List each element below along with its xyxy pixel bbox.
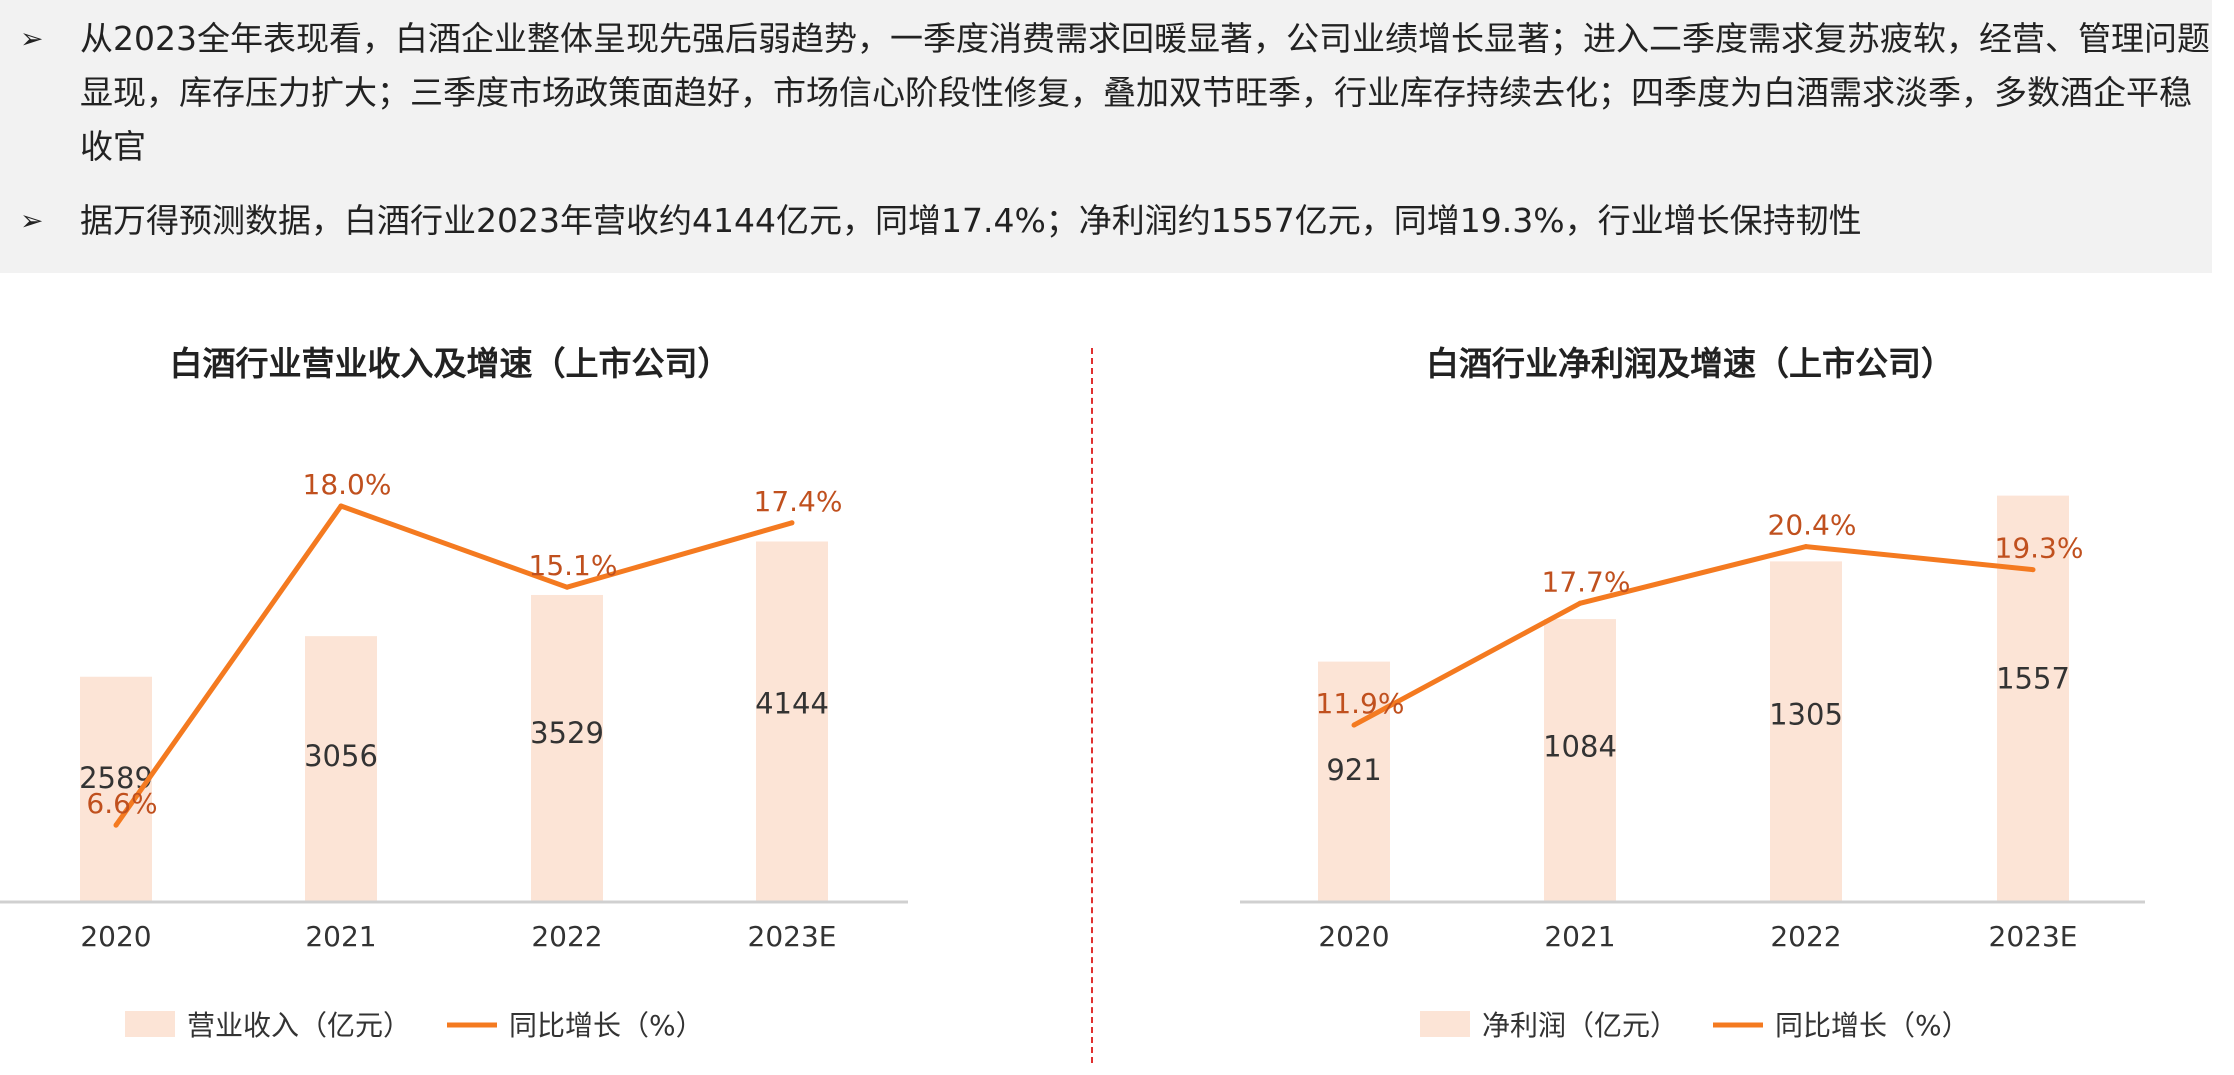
legend-bar-label: 净利润（亿元） xyxy=(1482,1009,1678,1042)
bar xyxy=(756,541,828,902)
legend-bar-swatch xyxy=(125,1011,175,1037)
x-tick-label: 2023E xyxy=(748,920,837,953)
bullet-text: 从2023全年表现看，白酒企业整体呈现先强后弱趋势，一季度消费需求回暖显著，公司… xyxy=(80,19,2210,166)
line-value-label: 6.6% xyxy=(86,787,157,820)
legend-bar-swatch xyxy=(1420,1011,1470,1037)
net-profit-chart: 白酒行业净利润及增速（上市公司） 2020 2021 2022 2023E 921 1084… xyxy=(1240,344,2145,1042)
x-tick-label: 2020 xyxy=(1318,920,1389,953)
bar-value-label: 1305 xyxy=(1769,698,1843,732)
bar xyxy=(1997,495,2069,902)
line-point xyxy=(564,584,570,590)
line-point xyxy=(113,822,119,828)
x-tick-label: 2023E xyxy=(1989,920,2078,953)
bullet-text: 据万得预测数据，白酒行业2023年营收约4144亿元，同增17.4%；净利润约1… xyxy=(80,201,1862,240)
bar-value-label: 921 xyxy=(1326,753,1381,787)
x-tick-label: 2021 xyxy=(1544,920,1615,953)
legend-bar-label: 营业收入（亿元） xyxy=(187,1009,411,1042)
chart-title: 白酒行业营业收入及增速（上市公司） xyxy=(170,344,731,383)
x-tick-label: 2021 xyxy=(305,920,376,953)
growth-line xyxy=(113,503,793,827)
line-point xyxy=(1351,722,1357,728)
chart-divider xyxy=(1091,348,1093,1063)
line-point xyxy=(2030,567,2036,573)
legend-line-label: 同比增长（%） xyxy=(1775,1009,1970,1042)
bar xyxy=(305,636,377,902)
bar-value-label: 1557 xyxy=(1996,661,2070,695)
bar xyxy=(531,594,603,902)
bar-value-label: 3056 xyxy=(304,739,378,773)
arrow-bullet-icon: ➢ xyxy=(20,22,44,55)
growth-line xyxy=(1352,544,2034,728)
bullet-item: ➢ 据万得预测数据，白酒行业2023年营收约4144亿元，同增17.4%；净利润… xyxy=(20,194,2210,248)
line-value-label: 20.4% xyxy=(1768,509,1857,542)
chart-title: 白酒行业净利润及增速（上市公司） xyxy=(1426,344,1954,383)
line-point xyxy=(1803,544,1809,550)
revenue-chart: 白酒行业营业收入及增速（上市公司）2020 2021 2022 2023E258930… xyxy=(0,344,908,1042)
bar xyxy=(1544,619,1616,902)
line-value-label: 17.4% xyxy=(754,485,843,518)
bar-value-label: 4144 xyxy=(755,687,829,721)
legend-line-label: 同比增长（%） xyxy=(509,1009,704,1042)
x-tick-label: 2022 xyxy=(1770,920,1841,953)
line-value-label: 18.0% xyxy=(303,468,392,501)
line-value-label: 17.7% xyxy=(1542,565,1631,598)
summary-panel: ➢ 从2023全年表现看，白酒企业整体呈现先强后弱趋势，一季度消费需求回暖显著，… xyxy=(0,0,2212,273)
line-point xyxy=(789,520,795,526)
bar xyxy=(1770,561,1842,902)
line-value-label: 11.9% xyxy=(1316,687,1405,720)
arrow-bullet-icon: ➢ xyxy=(20,204,44,237)
line-value-label: 15.1% xyxy=(529,549,618,582)
x-tick-label: 2022 xyxy=(531,920,602,953)
line-value-label: 19.3% xyxy=(1995,532,2084,565)
line-point xyxy=(1577,600,1583,606)
bullet-item: ➢ 从2023全年表现看，白酒企业整体呈现先强后弱趋势，一季度消费需求回暖显著，… xyxy=(20,12,2210,174)
bar xyxy=(1318,661,1390,902)
x-tick-label: 2020 xyxy=(80,920,151,953)
line-point xyxy=(338,503,344,509)
bar-value-label: 1084 xyxy=(1543,729,1617,763)
bar-value-label: 3529 xyxy=(530,716,604,750)
